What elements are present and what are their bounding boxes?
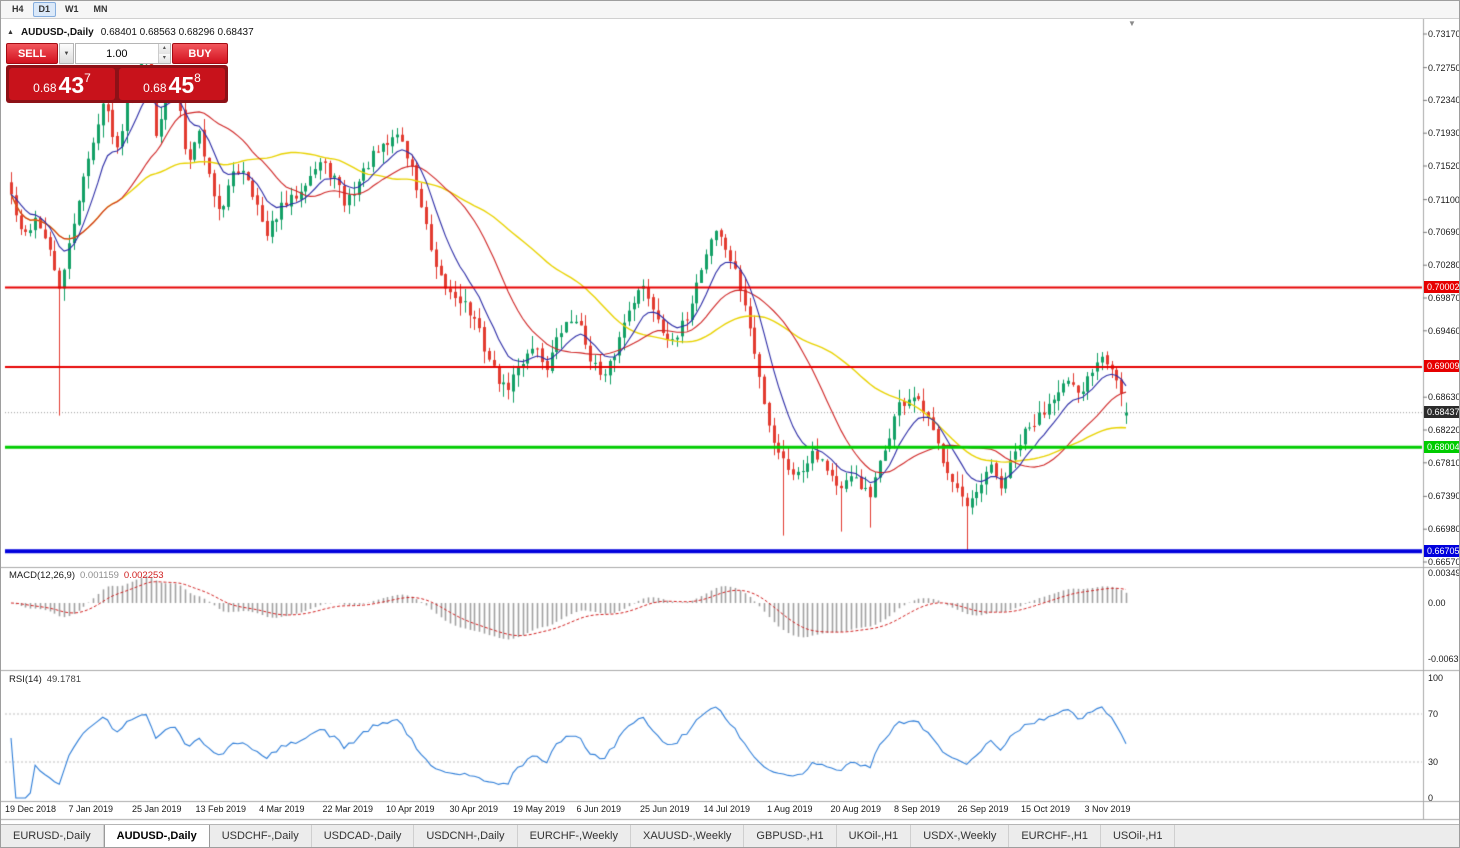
sell-price-base: 0.68 [33,81,57,95]
chart-tab-eurchf-weekly[interactable]: EURCHF-,Weekly [518,825,631,847]
sell-price-big: 43 [58,72,85,98]
time-axis-date: 13 Feb 2019 [195,804,247,814]
price-axis-tick: 0.68630 [1428,392,1460,403]
chart-header: ▲ AUDUSD-,Daily 0.68401 0.68563 0.68296 … [7,27,254,38]
volume-step-up-icon[interactable]: ▴ [158,44,170,54]
volume-box: ▴ ▾ [75,43,171,64]
price-axis-tick: 0.68220 [1428,425,1460,435]
chart-ohlc-label: 0.68401 0.68563 0.68296 0.68437 [100,27,254,38]
price-axis-tick: 0.70280 [1428,260,1460,271]
time-axis-date: 4 Mar 2019 [259,804,305,814]
macd-signal-value: 0.002253 [123,570,164,581]
chart-tab-gbpusd-h1[interactable]: GBPUSD-,H1 [744,825,837,847]
time-axis-date: 3 Nov 2019 [1084,804,1131,814]
sell-price-sup: 7 [84,71,91,85]
price-axis-tick: 0.72340 [1428,95,1460,106]
price-level-badge: 0.68004 [1424,440,1459,453]
price-level-badge: 0.69009 [1424,360,1459,373]
time-axis-date: 19 May 2019 [513,804,566,814]
volume-dropdown-icon[interactable]: ▼ [59,43,74,64]
time-axis-date: 7 Jan 2019 [68,804,114,814]
time-axis-date: 1 Aug 2019 [767,804,813,814]
rsi-axis-tick: 0 [1428,793,1434,803]
timeframe-h4-button[interactable]: H4 [12,4,24,14]
macd-axis-tick: 0.00 [1428,598,1446,608]
chart-tab-audusd-daily[interactable]: AUDUSD-,Daily [103,825,210,847]
time-axis-date: 25 Jan 2019 [132,804,182,814]
macd-main-value: 0.001159 [80,570,119,581]
price-axis-tick: 0.66570 [1428,557,1460,567]
time-axis-date: 14 Jul 2019 [703,804,751,814]
time-axis-date: 26 Sep 2019 [957,804,1009,814]
time-axis-date: 22 Mar 2019 [322,804,374,814]
volume-input[interactable] [76,44,158,63]
chart-tab-usdcad-daily[interactable]: USDCAD-,Daily [312,825,415,847]
price-axis-tick: 0.71100 [1428,194,1460,205]
chart-tab-usoil-h1[interactable]: USOil-,H1 [1101,825,1176,847]
buy-price-button[interactable]: 0.68 45 8 [119,68,225,100]
chart-tab-xauusd-weekly[interactable]: XAUUSD-,Weekly [631,825,745,847]
chart-tab-usdx-weekly[interactable]: USDX-,Weekly [911,825,1010,847]
price-axis-tick: 0.67390 [1428,491,1460,502]
time-axis-date: 20 Aug 2019 [830,804,882,814]
buy-button[interactable]: BUY [172,43,228,64]
price-axis-tick: 0.71520 [1428,161,1460,171]
volume-step-down-icon[interactable]: ▾ [158,53,170,63]
timeframe-d1-button[interactable]: D1 [32,2,57,17]
chart-shift-marker-icon[interactable]: ▼ [1128,19,1136,28]
sell-price-button[interactable]: 0.68 43 7 [9,68,115,100]
timeframe-w1-button[interactable]: W1 [65,4,79,14]
time-axis-date: 25 Jun 2019 [640,804,690,814]
price-level-badge: 0.70002 [1424,280,1459,293]
buy-price-sup: 8 [194,71,201,85]
time-axis-date: 10 Apr 2019 [386,804,435,814]
price-axis-tick: 0.73170 [1428,29,1460,39]
macd-name: MACD(12,26,9) [9,570,75,581]
macd-axis-tick: 0.00349 [1428,567,1460,578]
rsi-axis-tick: 100 [1428,673,1444,683]
timeframe-mn-button[interactable]: MN [93,4,108,14]
timeframe-toolbar: H4 D1 W1 MN [1,1,1459,19]
macd-axis-tick: -0.00637 [1428,653,1460,664]
price-level-badge: 0.66705 [1424,544,1459,557]
rsi-value: 49.1781 [46,674,82,685]
rsi-axis-tick: 70 [1428,709,1439,719]
buy-price-big: 45 [168,72,195,98]
rsi-label: RSI(14) 49.1781 [9,674,81,685]
buy-price-base: 0.68 [143,81,167,95]
price-axis-tick: 0.67810 [1428,457,1460,468]
volume-stepper: ▴ ▾ [157,44,170,63]
sell-button[interactable]: SELL [6,43,58,64]
current-price-badge: 0.68437 [1424,406,1459,419]
panel-collapse-icon[interactable]: ▲ [7,29,14,36]
time-axis-date: 8 Sep 2019 [894,804,941,814]
chart-tab-eurchf-h1[interactable]: EURCHF-,H1 [1009,825,1101,847]
time-axis-date: 30 Apr 2019 [449,804,499,814]
chart-tab-usdcnh-daily[interactable]: USDCNH-,Daily [414,825,518,847]
chart-tab-bar: EURUSD-,Daily AUDUSD-,Daily USDCHF-,Daily U… [1,824,1459,847]
price-axis-tick: 0.66980 [1428,524,1460,535]
quote-panel: 0.68 43 7 0.68 45 8 [6,65,228,103]
time-axis-date: 19 Dec 2018 [5,804,57,814]
rsi-axis-tick: 30 [1428,757,1439,767]
price-axis-tick: 0.70690 [1428,227,1460,238]
time-axis-date: 6 Jun 2019 [576,804,622,814]
price-axis-tick: 0.71930 [1428,128,1460,139]
chart-tab-ukoil-h1[interactable]: UKOil-,H1 [837,825,912,847]
rsi-name: RSI(14) [9,674,42,685]
macd-label: MACD(12,26,9) 0.001159 0.002253 [9,570,164,581]
price-axis-tick: 0.72750 [1428,62,1460,73]
chart-tab-eurusd-daily[interactable]: EURUSD-,Daily [1,825,104,847]
one-click-trading-panel: SELL ▼ ▴ ▾ BUY 0.68 43 7 0.68 45 8 [6,43,228,103]
time-axis-date: 15 Oct 2019 [1021,804,1071,814]
price-axis-tick: 0.69460 [1428,325,1460,336]
chart-symbol-label: AUDUSD-,Daily [20,27,94,38]
price-axis-tick: 0.69870 [1428,293,1460,303]
chart-tab-usdchf-daily[interactable]: USDCHF-,Daily [210,825,312,847]
